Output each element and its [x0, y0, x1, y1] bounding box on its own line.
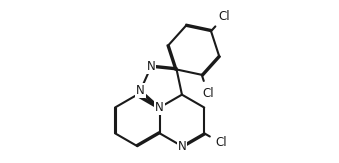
- Text: N: N: [146, 60, 155, 73]
- Text: N: N: [136, 84, 145, 97]
- Text: Cl: Cl: [202, 87, 214, 100]
- Text: Cl: Cl: [218, 10, 230, 23]
- Text: Cl: Cl: [215, 136, 227, 149]
- Text: N: N: [155, 101, 164, 114]
- Text: N: N: [178, 140, 186, 153]
